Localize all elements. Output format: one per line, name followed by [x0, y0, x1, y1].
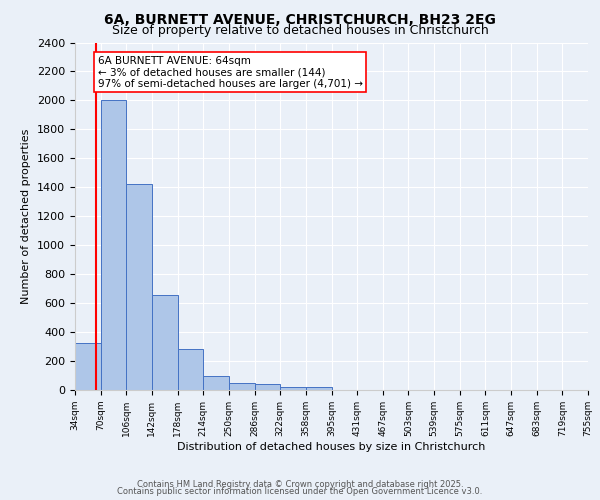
Text: Contains HM Land Registry data © Crown copyright and database right 2025.: Contains HM Land Registry data © Crown c…: [137, 480, 463, 489]
Bar: [306, 388, 331, 390]
Bar: [178, 348, 203, 390]
Text: Size of property relative to detached houses in Christchurch: Size of property relative to detached ho…: [112, 24, 488, 37]
Bar: [229, 384, 254, 390]
Bar: [152, 295, 178, 390]
Bar: [254, 384, 280, 390]
Bar: [75, 343, 101, 390]
Text: 6A BURNETT AVENUE: 64sqm
← 3% of detached houses are smaller (144)
97% of semi-d: 6A BURNETT AVENUE: 64sqm ← 3% of detache…: [98, 56, 362, 88]
Bar: [127, 184, 152, 390]
Text: 6A, BURNETT AVENUE, CHRISTCHURCH, BH23 2EG: 6A, BURNETT AVENUE, CHRISTCHURCH, BH23 2…: [104, 12, 496, 26]
Bar: [203, 376, 229, 390]
Bar: [280, 387, 306, 390]
Y-axis label: Number of detached properties: Number of detached properties: [22, 128, 31, 304]
Text: Contains public sector information licensed under the Open Government Licence v3: Contains public sector information licen…: [118, 487, 482, 496]
X-axis label: Distribution of detached houses by size in Christchurch: Distribution of detached houses by size …: [178, 442, 485, 452]
Bar: [101, 100, 127, 390]
